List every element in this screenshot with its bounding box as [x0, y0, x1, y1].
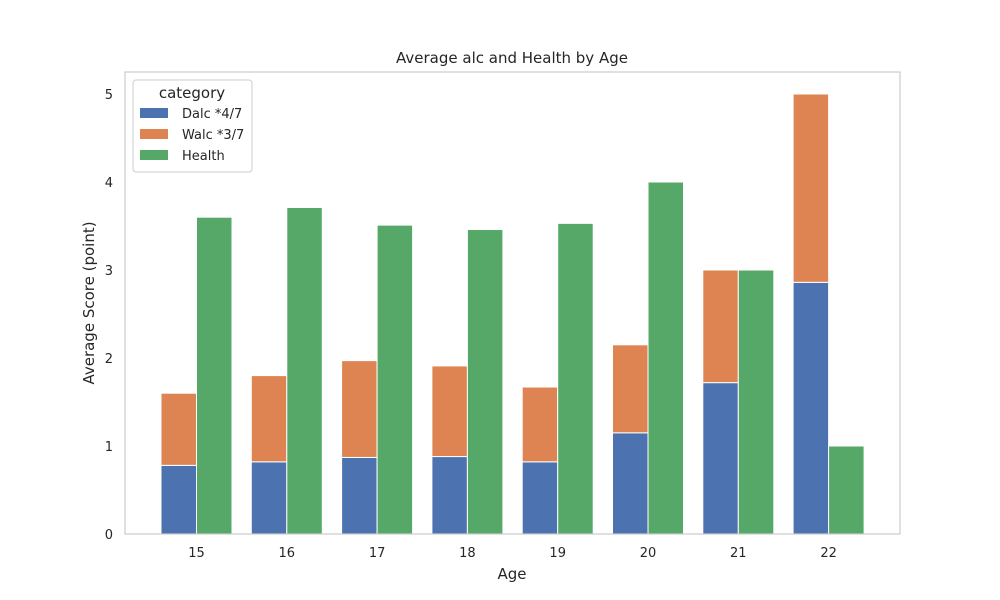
bar-walc-16 — [250, 375, 288, 463]
bar-walc-22 — [792, 93, 830, 283]
y-tick-label: 3 — [105, 264, 113, 279]
bar-walc-18 — [431, 365, 468, 458]
y-tick-label: 0 — [105, 528, 113, 543]
legend-title: category — [159, 84, 225, 102]
bar-health-16 — [286, 207, 323, 535]
bars — [160, 93, 865, 535]
bar-dalc-18 — [431, 456, 468, 535]
bar-walc-17 — [341, 360, 378, 458]
bar-walc-21 — [702, 269, 739, 384]
legend-entries: Dalc *4/7 Walc *3/7 Health — [140, 107, 244, 164]
x-tick-label: 18 — [459, 546, 476, 561]
bar-walc-20 — [612, 344, 649, 434]
y-axis-label: Average Score (point) — [80, 221, 98, 384]
x-tick-label: 21 — [730, 546, 747, 561]
x-tick-label: 22 — [820, 546, 837, 561]
bar-health-20 — [647, 181, 684, 535]
x-axis-label: Age — [497, 565, 526, 583]
bar-dalc-16 — [250, 461, 288, 535]
bar-walc-15 — [160, 392, 197, 466]
legend-entry-label: Dalc *4/7 — [182, 107, 242, 122]
bar-walc-19 — [521, 386, 559, 463]
y-ticks: 0 1 2 3 4 5 — [105, 88, 113, 543]
x-ticks: 15 16 17 18 19 20 21 22 — [188, 546, 837, 561]
x-tick-label: 17 — [369, 546, 386, 561]
bar-dalc-22 — [792, 281, 830, 535]
legend-swatch — [140, 129, 168, 139]
legend-swatch — [140, 150, 168, 160]
bar-health-21 — [737, 269, 775, 535]
bar-dalc-15 — [160, 464, 197, 535]
x-tick-label: 16 — [279, 546, 296, 561]
bar-dalc-21 — [702, 382, 739, 535]
legend: category Dalc *4/7 Walc *3/7 Health — [132, 79, 253, 173]
bar-dalc-17 — [341, 456, 378, 535]
x-tick-label: 20 — [640, 546, 657, 561]
x-tick-label: 15 — [188, 546, 205, 561]
legend-box — [132, 79, 253, 173]
bar-health-15 — [196, 216, 233, 535]
y-tick-label: 2 — [105, 352, 113, 367]
chart-title: Average alc and Health by Age — [396, 49, 628, 67]
legend-entry-label: Walc *3/7 — [182, 128, 244, 143]
y-tick-label: 5 — [105, 88, 113, 103]
legend-entry-label: Health — [182, 149, 225, 164]
plot-frame — [124, 71, 901, 535]
x-tick-label: 19 — [549, 546, 566, 561]
bar-health-19 — [557, 222, 594, 535]
bar-health-18 — [466, 229, 504, 535]
bar-dalc-19 — [521, 461, 559, 535]
bar-health-17 — [376, 224, 414, 535]
bar-health-22 — [828, 445, 865, 535]
bar-dalc-20 — [612, 432, 649, 535]
y-tick-label: 1 — [105, 440, 113, 455]
y-tick-label: 4 — [105, 176, 113, 191]
legend-swatch — [140, 108, 168, 118]
